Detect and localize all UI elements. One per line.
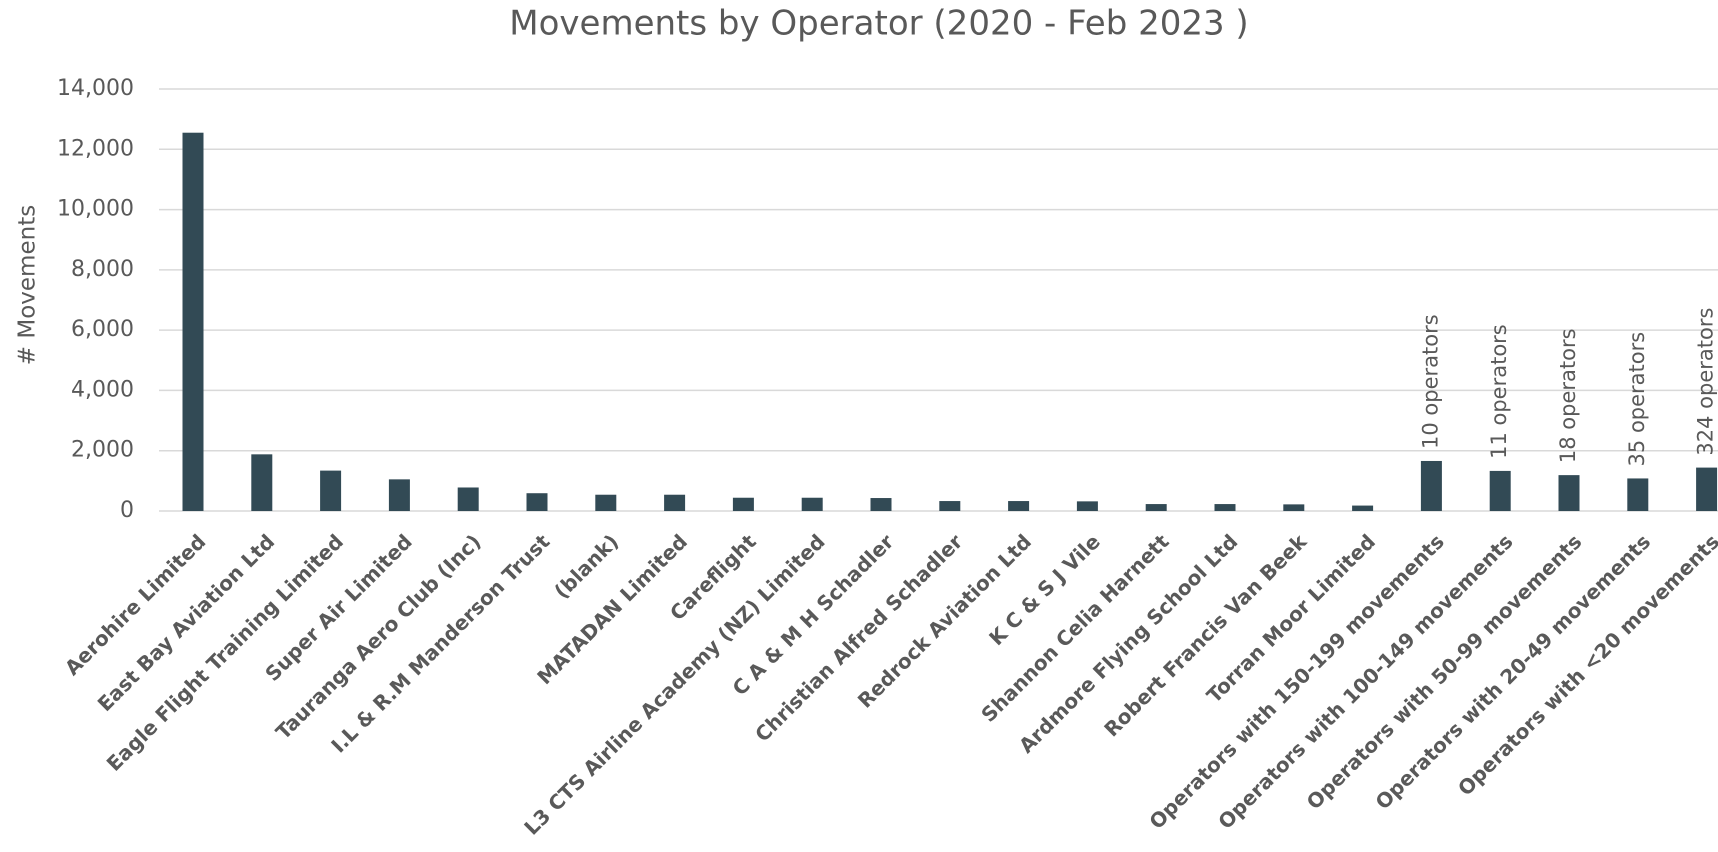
y-tick-label: 2,000 — [71, 438, 134, 463]
y-tick-label: 10,000 — [57, 197, 134, 222]
y-tick-label: 6,000 — [71, 317, 134, 342]
bar-annotation: 18 operators — [1556, 328, 1580, 463]
bar — [1489, 470, 1511, 511]
bar — [1008, 501, 1030, 511]
y-tick-label: 4,000 — [71, 377, 134, 402]
y-tick-label: 8,000 — [71, 257, 134, 282]
bar — [182, 132, 204, 511]
bar — [320, 470, 342, 511]
bar — [1627, 478, 1649, 511]
bar — [1696, 467, 1718, 511]
y-tick-label: 14,000 — [57, 76, 134, 101]
bar — [1214, 504, 1236, 511]
y-tick-label: 0 — [120, 498, 134, 523]
bar — [1558, 475, 1580, 511]
bar — [801, 497, 823, 511]
bar — [1352, 505, 1374, 511]
bar — [732, 497, 754, 511]
bar — [595, 494, 617, 511]
bar-annotation: 10 operators — [1418, 314, 1442, 449]
bar — [1076, 501, 1098, 511]
bar — [457, 487, 479, 511]
bar-annotation: 324 operators — [1694, 308, 1718, 456]
bar — [664, 494, 686, 511]
bar — [1283, 504, 1305, 511]
bar — [939, 501, 961, 511]
bar — [526, 493, 548, 511]
bar-annotation: 35 operators — [1625, 332, 1649, 467]
y-axis-label: # Movements — [15, 205, 41, 365]
bar — [1145, 504, 1167, 511]
bar — [1420, 460, 1442, 511]
bar — [251, 454, 273, 511]
bar — [870, 498, 892, 511]
bar-annotation: 11 operators — [1487, 324, 1511, 459]
y-tick-label: 12,000 — [57, 136, 134, 161]
chart-title: Movements by Operator (2020 - Feb 2023 ) — [509, 4, 1248, 44]
bar — [388, 479, 410, 511]
